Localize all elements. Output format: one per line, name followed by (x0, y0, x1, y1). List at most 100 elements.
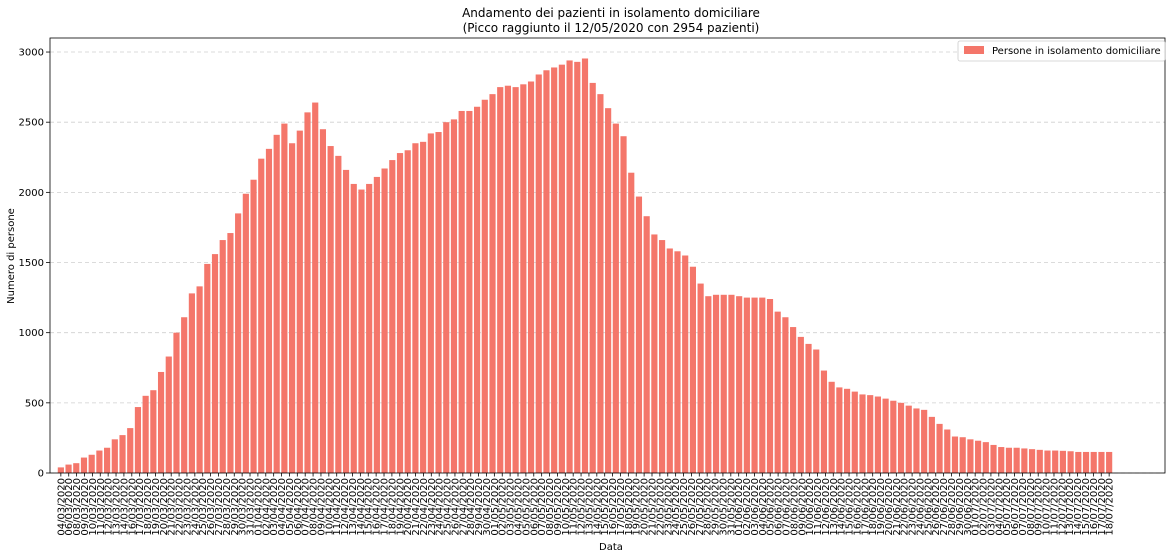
bar (751, 297, 758, 473)
x-tick-label: 06/06/2020 (774, 478, 785, 536)
x-tick-label: 03/04/2020 (269, 478, 280, 536)
bar (1005, 447, 1013, 473)
x-tick-label: 06/04/2020 (293, 478, 304, 536)
bar (527, 81, 535, 473)
bar (543, 70, 550, 473)
x-tick-label: 15/07/2020 (1081, 478, 1092, 536)
bar (1090, 451, 1097, 473)
x-tick-label: 08/04/2020 (309, 478, 320, 536)
x-tick-label: 17/04/2020 (380, 478, 391, 536)
x-tick-label: 29/06/2020 (955, 478, 966, 536)
x-tick-label: 07/04/2020 (301, 478, 312, 536)
bar (859, 394, 866, 473)
bar (736, 296, 743, 473)
bar (782, 317, 789, 473)
bar (666, 248, 673, 473)
bar (258, 158, 265, 473)
bar (396, 153, 404, 473)
bar (204, 263, 211, 473)
x-tick-label: 01/07/2020 (971, 478, 982, 536)
bar (836, 387, 843, 473)
x-tick-label: 05/07/2020 (1002, 478, 1013, 536)
bar (119, 435, 126, 473)
bar (242, 193, 249, 474)
x-tick-label: 16/05/2020 (608, 478, 619, 536)
x-tick-label: 12/07/2020 (1057, 478, 1068, 536)
x-tick-label: 02/05/2020 (498, 478, 509, 536)
x-tick-label: 28/03/2020 (222, 478, 233, 536)
y-tick-label: 500 (25, 398, 44, 409)
bar (250, 179, 257, 473)
bar (766, 299, 774, 473)
x-tick-label: 30/04/2020 (482, 478, 493, 536)
x-tick-label: 08/05/2020 (545, 478, 556, 536)
bar (65, 464, 72, 473)
bar (982, 442, 989, 473)
x-tick-label: 23/05/2020 (663, 478, 674, 536)
bar (165, 356, 172, 473)
x-tick-label: 22/04/2020 (419, 478, 430, 536)
bar (335, 155, 342, 473)
x-tick-label: 04/05/2020 (514, 478, 525, 536)
x-tick-label: 08/03/2020 (72, 478, 83, 536)
bar (551, 67, 558, 473)
x-tick-label: 05/06/2020 (766, 478, 777, 536)
x-tick-label: 09/05/2020 (553, 478, 564, 536)
bar (366, 183, 373, 473)
bar (304, 112, 311, 473)
bar (281, 123, 288, 473)
x-tick-label: 08/07/2020 (1026, 478, 1037, 536)
bar (820, 370, 828, 473)
bar (797, 336, 804, 473)
x-tick-label: 15/04/2020 (364, 478, 375, 536)
y-tick-label: 2000 (19, 188, 44, 199)
x-tick-label: 23/04/2020 (427, 478, 438, 536)
x-tick-label: 01/06/2020 (734, 478, 745, 536)
x-tick-label: 23/06/2020 (908, 478, 919, 536)
bar (843, 388, 851, 473)
x-tick-label: 19/04/2020 (395, 478, 406, 536)
x-tick-label: 10/03/2020 (88, 478, 99, 536)
x-tick-label: 11/04/2020 (332, 478, 343, 536)
x-tick-label: 07/05/2020 (537, 478, 548, 536)
bar (1021, 448, 1028, 473)
x-tick-label: 28/06/2020 (947, 478, 958, 536)
bar (628, 172, 635, 474)
bar (111, 439, 118, 473)
bar (1036, 449, 1043, 473)
bar (381, 168, 388, 473)
bar (73, 463, 80, 473)
bar (905, 405, 912, 473)
x-tick-label: 25/05/2020 (679, 478, 690, 536)
x-tick-label: 30/03/2020 (238, 478, 249, 536)
y-tick-label: 0 (38, 469, 44, 480)
bars (57, 58, 1113, 474)
bar (1106, 451, 1113, 473)
x-tick-label: 26/04/2020 (450, 478, 461, 536)
x-tick-label: 18/03/2020 (143, 478, 154, 536)
x-tick-label: 29/03/2020 (230, 478, 241, 536)
bar (157, 371, 165, 473)
bar (404, 150, 411, 474)
bar (142, 395, 149, 473)
bar (928, 416, 935, 473)
x-tick-label: 12/05/2020 (577, 478, 588, 536)
x-tick-label: 03/07/2020 (986, 478, 997, 536)
bar (651, 234, 658, 473)
x-tick-label: 14/05/2020 (592, 478, 603, 536)
bar (342, 169, 350, 473)
x-tick-label: 15/06/2020 (845, 478, 856, 536)
x-tick-label: 12/06/2020 (821, 478, 832, 536)
bar (458, 110, 465, 473)
x-tick-label: 09/03/2020 (80, 478, 91, 536)
bar (867, 395, 874, 473)
x-tick-label: 21/05/2020 (647, 478, 658, 536)
bar (481, 99, 488, 473)
x-tick-label: 31/05/2020 (726, 478, 737, 536)
x-tick-label: 12/03/2020 (104, 478, 115, 536)
y-tick-label: 3000 (19, 48, 44, 59)
bar (512, 87, 519, 473)
x-tick-label: 04/06/2020 (758, 478, 769, 536)
x-tick-label: 25/03/2020 (198, 478, 209, 536)
x-tick-label: 21/04/2020 (411, 478, 422, 536)
